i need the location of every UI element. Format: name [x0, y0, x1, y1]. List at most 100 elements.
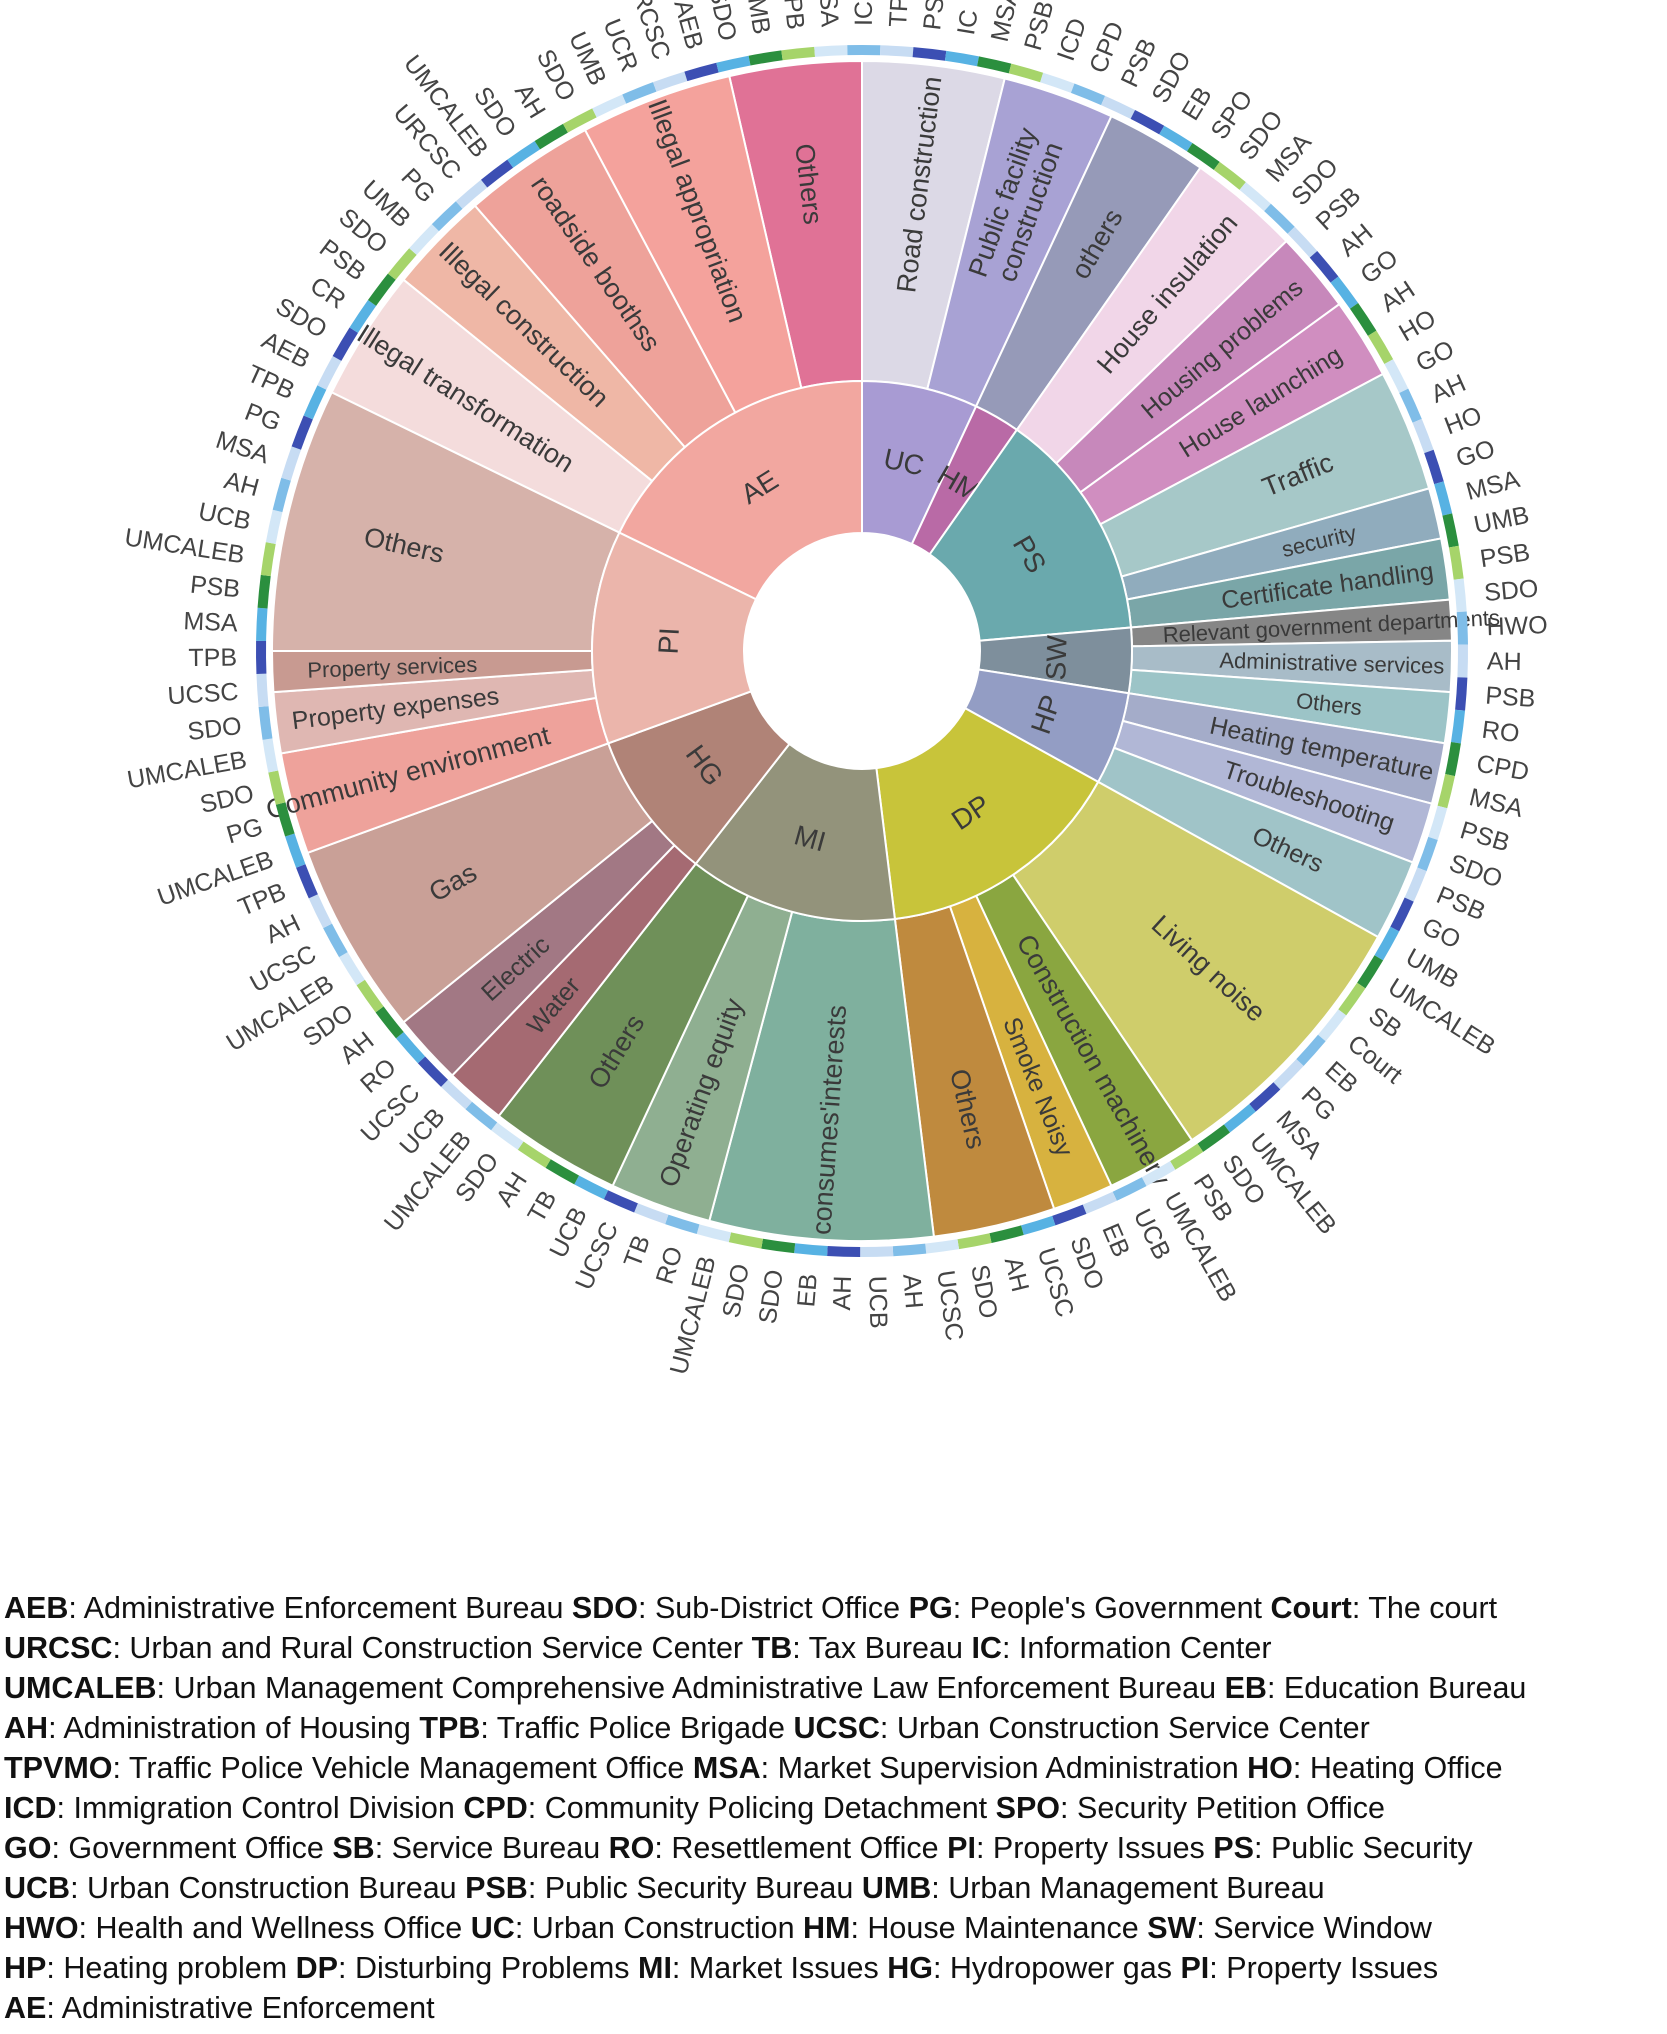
legend-line: GO: Government Office SB: Service Bureau…	[4, 1831, 1473, 1865]
outer-band-segment	[1130, 110, 1165, 135]
outer-band-segment	[491, 1122, 524, 1150]
outer-band-segment	[417, 1056, 448, 1087]
legend-meaning: Public Security Bureau	[544, 1871, 854, 1905]
outer-band-segment	[317, 355, 342, 390]
legend-meaning: Service Window	[1213, 1911, 1432, 1945]
outer-band-segment	[603, 1190, 638, 1213]
outer-band-segment	[339, 952, 365, 986]
legend-abbreviation: UCSC	[793, 1711, 880, 1745]
outer-label-eb: EB	[1096, 1219, 1135, 1261]
legend-abbreviation: UC	[470, 1911, 515, 1945]
outer-band-segment	[814, 45, 848, 57]
legend-line: AH: Administration of Housing TPB: Traff…	[4, 1711, 1370, 1745]
legend-line: ICD: Immigration Control Division CPD: C…	[4, 1791, 1385, 1825]
outer-band-segment	[1159, 125, 1193, 152]
legend-abbreviation: TPB	[419, 1711, 481, 1745]
legend-abbreviation: EB	[1224, 1671, 1267, 1705]
legend-abbreviation: TB	[751, 1631, 793, 1665]
legend-abbreviation: HWO	[4, 1911, 79, 1945]
outer-label-ro: RO	[1480, 716, 1521, 748]
legend-abbreviation: HP	[4, 1951, 47, 1985]
outer-band-segment	[275, 802, 295, 837]
outer-label-ucb: UCB	[863, 1275, 892, 1328]
outer-band-segment	[860, 1246, 894, 1257]
outer-label-icd: ICD	[1052, 15, 1092, 65]
outer-band-segment	[409, 224, 439, 255]
legend-meaning: Urban Construction	[531, 1911, 795, 1945]
outer-band-segment	[1170, 1143, 1204, 1170]
outer-band-segment	[1453, 578, 1467, 613]
outer-band-segment	[989, 1225, 1024, 1243]
outer-band-segment	[1008, 63, 1044, 83]
legend-meaning: Resettlement Office	[671, 1831, 939, 1865]
outer-band-segment	[545, 1159, 580, 1185]
legend-meaning: Community Policing Detachment	[544, 1791, 988, 1825]
outer-band-segment	[684, 62, 719, 82]
outer-band-segment	[308, 894, 332, 929]
outer-band-segment	[1223, 1104, 1256, 1133]
legend-meaning: The court	[1368, 1591, 1498, 1625]
outer-band-segment	[1239, 182, 1271, 212]
outer-label-pg: PG	[241, 398, 285, 437]
legend-abbreviation: IC	[971, 1631, 1002, 1665]
outer-label-ah: AH	[1487, 647, 1522, 676]
outer-band-segment	[291, 415, 313, 450]
outer-label-tpb: TPB	[188, 644, 237, 673]
outer-band-segment	[827, 1246, 861, 1257]
outer-band-segment	[396, 1032, 426, 1064]
outer-band-segment	[1101, 95, 1136, 119]
outer-band-segment	[534, 123, 568, 150]
outer-label-tpvmo: TPVMO	[884, 0, 917, 28]
outer-band-segment	[1428, 805, 1448, 841]
legend-meaning: Property Issues	[1226, 1951, 1439, 1985]
legend-meaning: Property Issues	[992, 1831, 1205, 1865]
legend-abbreviation: UCB	[4, 1871, 71, 1905]
outer-band-segment	[562, 108, 597, 133]
outer-band-segment	[1374, 926, 1400, 961]
outer-band-segment	[375, 1006, 404, 1039]
outer-label-hwo: HWO	[1486, 611, 1548, 641]
outer-band-segment	[387, 248, 417, 280]
outer-band-segment	[880, 45, 914, 58]
outer-band-segment	[1296, 1034, 1326, 1066]
outer-label-umb: UMB	[739, 0, 776, 36]
legend-abbreviation: UMB	[861, 1871, 932, 1905]
legend-abbreviation: PG	[908, 1591, 953, 1625]
legend-abbreviation: Court	[1270, 1591, 1352, 1625]
legend-meaning: Service Bureau	[391, 1831, 601, 1865]
outer-band-segment	[1330, 276, 1359, 309]
outer-band-segment	[455, 179, 488, 209]
outer-band-segment	[1455, 677, 1468, 711]
legend-abbreviation: MSA	[692, 1751, 761, 1785]
outer-label-psb: PSB	[1478, 538, 1532, 573]
outer-label-pg: PG	[223, 813, 266, 850]
outer-band-segment	[303, 385, 327, 420]
outer-band-segment	[260, 542, 276, 577]
outer-label-msa: MSA	[1463, 465, 1523, 506]
outer-label-ah: AH	[221, 466, 262, 502]
outer-label-psb: PSB	[918, 0, 951, 32]
legend-meaning: Security Petition Office	[1077, 1791, 1385, 1825]
legend-abbreviation: HG	[887, 1951, 933, 1985]
abbreviation-legend: AEB: Administrative Enforcement Bureau S…	[4, 1588, 1664, 2028]
outer-label-ho: HO	[1441, 401, 1486, 441]
sunburst-chart: Others Illegal appropriation roadside boot…	[123, 0, 1548, 1377]
outer-band-segment	[1384, 359, 1409, 393]
outer-band-segment	[1448, 545, 1464, 580]
outer-label-sdo: SDO	[703, 0, 742, 43]
outer-label-ro: RO	[651, 1243, 689, 1287]
outer-label-cpd: CPD	[1474, 749, 1531, 786]
outer-band-segment	[944, 50, 979, 67]
outer-band-segment	[256, 607, 268, 642]
legend-line: UMCALEB: Urban Management Comprehensive …	[4, 1671, 1527, 1705]
outer-band-segment	[781, 46, 816, 61]
legend-line: HWO: Health and Wellness Office UC: Urba…	[4, 1911, 1432, 1945]
legend-abbreviation: RO	[608, 1831, 655, 1865]
outer-band-segment	[356, 979, 384, 1013]
legend-meaning: Traffic Police Vehicle Management Office	[128, 1751, 685, 1785]
inner-label-pi: PI	[653, 627, 685, 655]
middle-label-sw-administrative-services: Administrative services	[1219, 648, 1445, 679]
outer-label-ah: AH	[261, 909, 304, 949]
